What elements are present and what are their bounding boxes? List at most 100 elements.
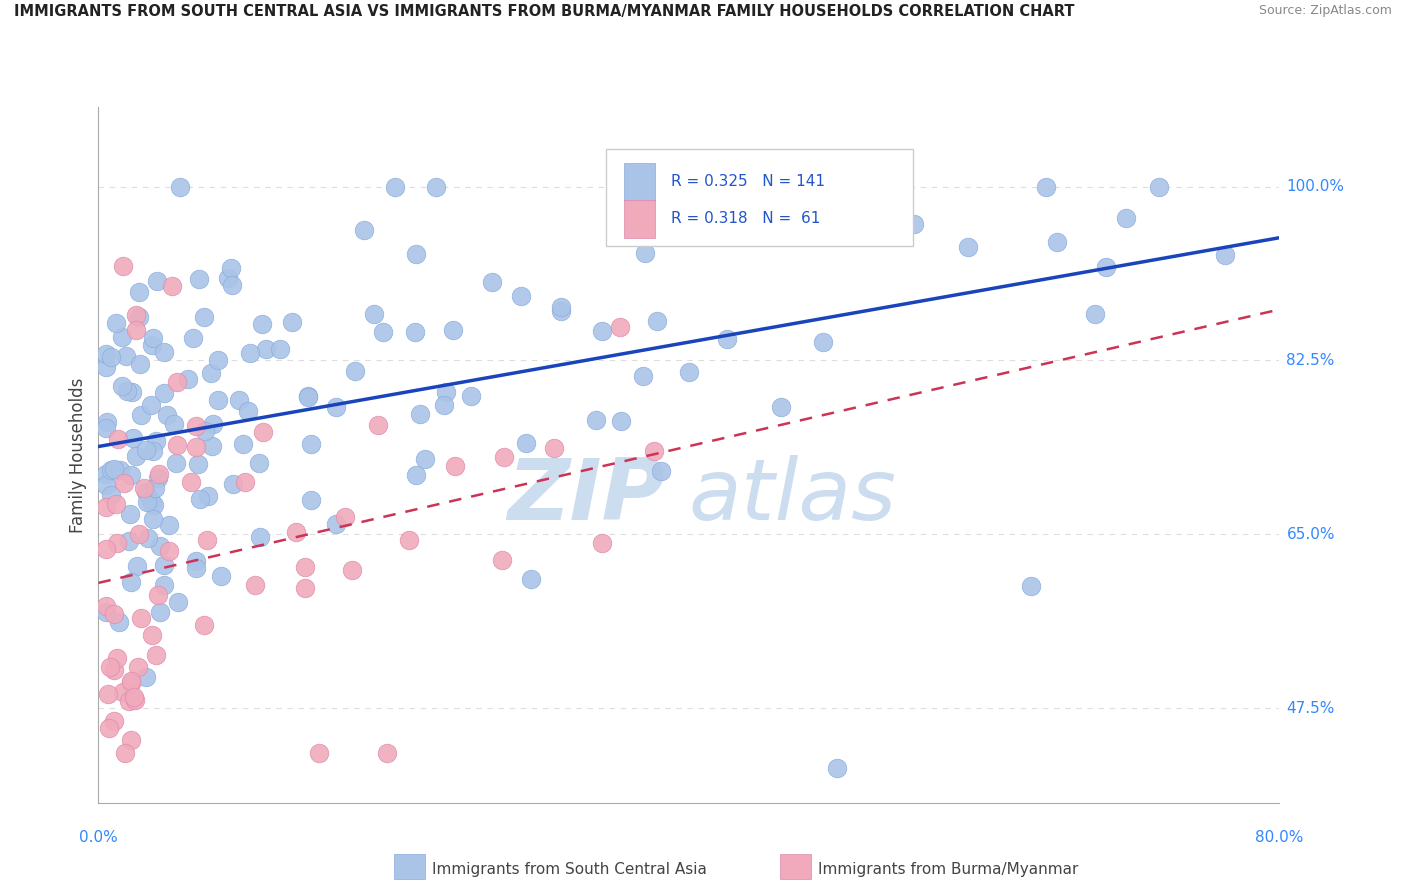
Point (1213, 248, 1236, 262)
Point (169, 179, 191, 194)
Point (481, 276, 503, 290)
Point (128, 527, 150, 541)
Point (163, 417, 186, 431)
Point (375, 746, 398, 760)
Point (650, 464, 672, 478)
Point (239, 346, 262, 360)
Point (153, 386, 176, 401)
Point (142, 444, 165, 458)
Point (308, 746, 330, 760)
Text: 47.5%: 47.5% (1286, 701, 1334, 716)
Point (103, 663, 125, 677)
Text: 82.5%: 82.5% (1286, 353, 1334, 368)
Point (249, 530, 271, 544)
Point (297, 390, 319, 404)
Point (96, 415, 118, 429)
Point (180, 475, 202, 490)
Text: Immigrants from South Central Asia: Immigrants from South Central Asia (432, 863, 707, 877)
Point (94, 420, 117, 434)
Point (194, 424, 217, 438)
Point (127, 659, 149, 673)
Point (344, 364, 367, 378)
Point (103, 461, 125, 475)
Point (128, 310, 150, 325)
Point (148, 467, 170, 481)
Point (634, 246, 657, 260)
Point (148, 588, 170, 602)
Point (94, 605, 117, 619)
Point (444, 458, 467, 473)
Point (94, 542, 117, 557)
Point (333, 509, 356, 524)
Point (141, 628, 163, 642)
Point (187, 457, 209, 471)
Point (166, 375, 188, 389)
Point (97, 687, 120, 701)
Point (232, 437, 254, 451)
Point (148, 471, 170, 485)
Point (94, 467, 117, 482)
Point (104, 497, 127, 511)
Point (103, 714, 125, 728)
Point (243, 578, 266, 592)
Point (371, 326, 394, 340)
Point (117, 694, 139, 708)
Point (460, 389, 482, 403)
Point (149, 539, 172, 553)
Text: ZIP: ZIP (508, 455, 665, 538)
Text: 65.0%: 65.0% (1286, 527, 1334, 542)
Point (142, 511, 165, 525)
Point (114, 746, 136, 760)
Text: Immigrants from Burma/Myanmar: Immigrants from Burma/Myanmar (818, 863, 1078, 877)
Text: 0.0%: 0.0% (79, 830, 118, 845)
Point (105, 316, 128, 330)
Point (121, 384, 143, 399)
Point (299, 493, 322, 508)
Point (157, 518, 180, 533)
FancyBboxPatch shape (624, 200, 655, 238)
FancyBboxPatch shape (624, 162, 655, 201)
Point (591, 324, 613, 338)
Point (413, 452, 436, 467)
Point (157, 544, 180, 558)
Point (610, 414, 633, 428)
Point (112, 684, 135, 698)
Point (107, 651, 129, 665)
Text: atlas: atlas (689, 455, 897, 538)
Point (631, 368, 654, 383)
Point (195, 533, 218, 548)
Point (111, 379, 134, 393)
Point (166, 456, 188, 470)
Point (520, 572, 543, 586)
Point (285, 525, 308, 540)
Point (1021, 578, 1043, 592)
Point (120, 507, 142, 521)
Point (136, 531, 159, 545)
Point (120, 732, 142, 747)
Point (207, 392, 229, 407)
Point (219, 260, 242, 275)
Point (1115, 211, 1137, 226)
Point (409, 407, 432, 421)
Point (398, 533, 420, 548)
Point (139, 398, 162, 412)
Point (94, 478, 117, 492)
Point (643, 443, 665, 458)
Point (247, 457, 270, 471)
Point (197, 489, 219, 503)
Point (1147, 179, 1170, 194)
Point (202, 417, 225, 432)
Point (769, 401, 792, 415)
Point (299, 437, 322, 451)
Point (166, 438, 188, 452)
Point (149, 605, 172, 619)
Point (134, 481, 156, 495)
Point (716, 332, 738, 346)
Point (405, 468, 427, 483)
Point (645, 314, 668, 328)
Point (217, 271, 239, 285)
Point (107, 615, 129, 629)
Point (1095, 260, 1118, 275)
Point (207, 352, 229, 367)
Text: IMMIGRANTS FROM SOUTH CENTRAL ASIA VS IMMIGRANTS FROM BURMA/MYANMAR FAMILY HOUSE: IMMIGRANTS FROM SOUTH CENTRAL ASIA VS IM… (14, 4, 1074, 20)
